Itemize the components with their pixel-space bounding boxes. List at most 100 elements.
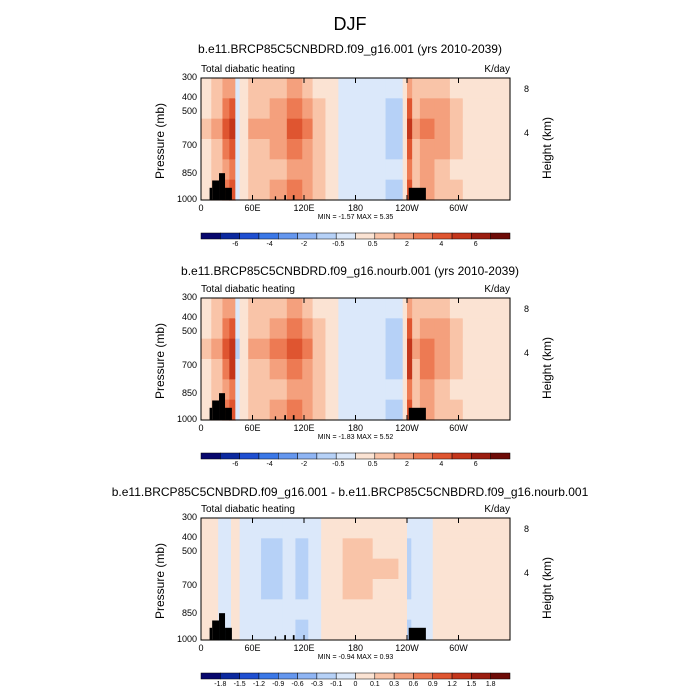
colorbar-swatch (432, 232, 453, 240)
field-cell (269, 139, 288, 160)
field-cell (402, 399, 408, 421)
field-cell (308, 558, 322, 580)
field-cell (286, 379, 303, 401)
field-cell (286, 338, 303, 360)
colorbar-label: -1.2 (252, 681, 265, 688)
topography-mask (274, 196, 277, 200)
topography-mask (209, 187, 213, 200)
field-cell (282, 518, 297, 539)
colorbar-label: 0.1 (369, 681, 380, 688)
field-cell (398, 579, 408, 600)
field-cell (432, 538, 451, 560)
field-cell (325, 159, 339, 181)
field-cell (235, 298, 241, 319)
colorbar-swatch (258, 232, 279, 240)
field-cell (407, 379, 413, 401)
field-cell (229, 359, 236, 380)
field-cell (449, 159, 464, 181)
field-cell (462, 98, 511, 120)
colorbar-swatch (200, 452, 221, 460)
field-cell (338, 318, 387, 340)
topography-mask (219, 613, 226, 640)
field-cell (248, 338, 271, 360)
longitude-tick-label: 180 (347, 203, 364, 213)
colorbar-label: 1.8 (485, 681, 496, 688)
topography-mask (274, 636, 277, 640)
field-cell (286, 399, 303, 421)
field-cell (269, 399, 288, 421)
colorbar-swatch (220, 672, 240, 680)
field-cell (449, 98, 464, 120)
field-cell (229, 78, 236, 99)
field-cell (402, 78, 408, 99)
field-cell (302, 338, 314, 360)
field-cell (282, 538, 297, 560)
field-cell (407, 538, 412, 560)
panel-title: b.e11.BRCP85C5CNBDRD.f09_g16.001 (yrs 20… (198, 42, 502, 56)
pressure-tick-label: 700 (181, 360, 197, 371)
field-cell (222, 159, 230, 181)
colorbar-label: -0.5 (332, 241, 345, 248)
field-cell (269, 359, 288, 380)
field-cell (239, 179, 249, 201)
field-cell (312, 318, 327, 340)
field-cell (211, 118, 224, 140)
y-axis-label-right: Height (km) (540, 116, 554, 179)
field-cell (248, 179, 271, 201)
field-cell (402, 379, 408, 401)
field-cell (201, 599, 219, 621)
longitude-tick-label: 0 (198, 423, 204, 433)
field-cell (229, 399, 236, 421)
field-cell (434, 298, 451, 319)
colorbar-label: 0.9 (427, 681, 438, 688)
field-cell (449, 538, 477, 560)
topography-mask (225, 407, 232, 420)
field-cell (342, 579, 374, 600)
field-cell (342, 538, 374, 560)
field-cell (325, 78, 339, 99)
field-cell (338, 379, 387, 401)
field-cell (407, 318, 413, 340)
field-cell (475, 619, 511, 641)
field-cell (229, 179, 236, 201)
colorbar-swatch (355, 232, 376, 240)
colorbar-label: -1.8 (214, 681, 227, 688)
colorbar-swatch (220, 232, 240, 240)
field-cell (239, 338, 249, 360)
field-cell (434, 318, 451, 340)
colorbar-swatch (239, 232, 260, 240)
field-cell (449, 179, 464, 201)
field-cell (407, 338, 413, 360)
colorbar-swatch (471, 672, 491, 680)
field-cell (402, 159, 408, 181)
longitude-tick-label: 120W (395, 643, 419, 653)
field-cell (462, 159, 511, 181)
colorbar-label: -2 (300, 241, 308, 248)
field-cell (269, 318, 288, 340)
field-cell (412, 298, 421, 319)
field-cell (201, 179, 212, 201)
colorbar-swatch (490, 452, 511, 460)
field-cell (338, 179, 387, 201)
field-cell (302, 399, 314, 421)
field-cell (295, 619, 309, 641)
field-cell (419, 118, 436, 140)
field-cell (385, 159, 404, 181)
field-cell (302, 159, 314, 181)
field-cell (286, 159, 303, 181)
topography-mask (292, 195, 295, 200)
pressure-tick-label: 700 (181, 580, 197, 591)
longitude-tick-label: 60W (449, 423, 468, 433)
field-cell (411, 579, 434, 600)
field-cell (269, 118, 288, 140)
field-cell (211, 298, 224, 319)
colorbar-swatch (355, 672, 376, 680)
colorbar-label: 1.5 (466, 681, 477, 688)
min-max-stats: MIN = -1.57 MAX = 5.35 (317, 214, 394, 221)
field-cell (402, 359, 408, 380)
field-cell (201, 399, 212, 421)
colorbar (200, 452, 511, 460)
field-cell (295, 599, 309, 621)
colorbar-swatch (316, 232, 337, 240)
field-cell (201, 558, 219, 580)
